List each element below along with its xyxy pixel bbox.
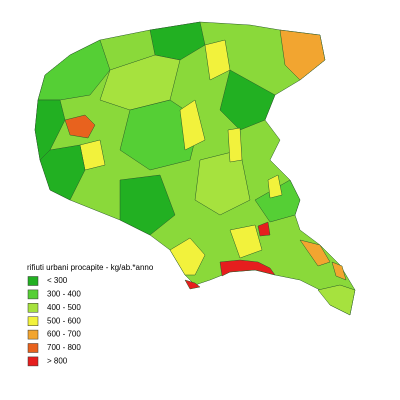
legend-label: 600 - 700 (47, 330, 81, 339)
district (184, 279, 201, 290)
district (219, 259, 276, 277)
district (331, 261, 347, 281)
district (179, 99, 206, 151)
legend-swatch (27, 356, 39, 367)
district (229, 224, 263, 259)
district (254, 179, 301, 223)
legend-swatch (27, 329, 39, 340)
legend-label: > 800 (47, 357, 68, 366)
district (227, 127, 243, 163)
legend-swatch (27, 276, 39, 286)
legend-label: 400 - 500 (47, 303, 81, 312)
district (149, 21, 206, 61)
district (279, 29, 326, 81)
district (39, 144, 86, 201)
legend-label: < 300 (47, 276, 68, 285)
legend-swatch (27, 343, 39, 353)
legend-label: 700 - 800 (47, 343, 81, 352)
map (34, 21, 356, 316)
district (64, 114, 96, 139)
district (119, 174, 176, 236)
district (317, 284, 356, 316)
district (299, 239, 331, 267)
legend: rifiuti urbani procapite - kg/ab.*anno <… (27, 263, 154, 367)
legend-swatch (27, 303, 39, 313)
legend-swatch (27, 316, 39, 326)
district (169, 237, 206, 276)
legend-swatch (27, 289, 39, 300)
district (257, 221, 271, 237)
district (219, 69, 276, 131)
legend-title: rifiuti urbani procapite - kg/ab.*anno (27, 263, 154, 272)
district (267, 174, 283, 199)
district (119, 99, 201, 171)
legend-label: 300 - 400 (47, 290, 81, 299)
legend-label: 500 - 600 (47, 316, 81, 325)
